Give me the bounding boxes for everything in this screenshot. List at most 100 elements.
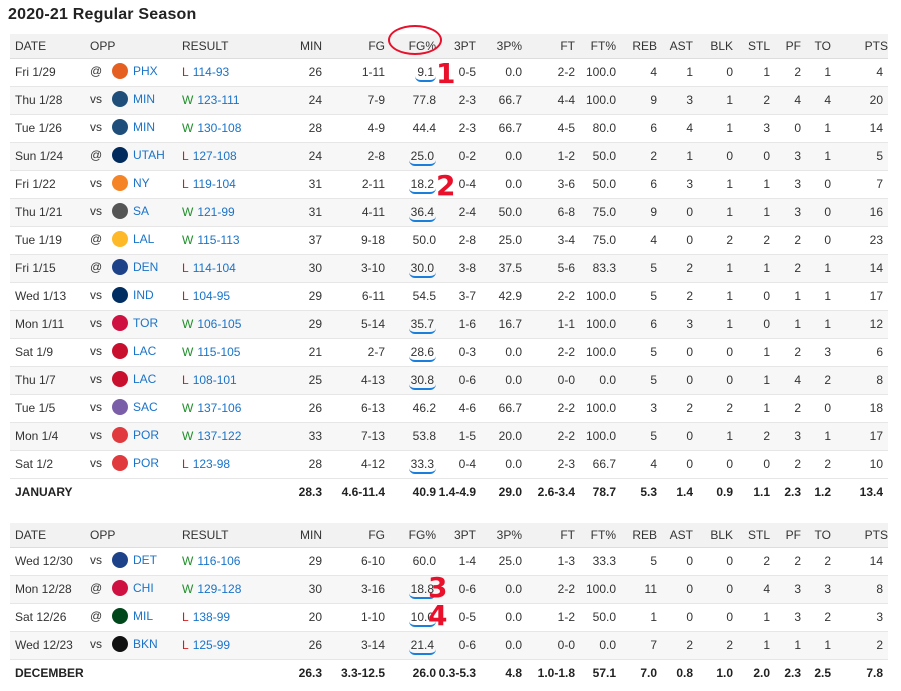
game-score-link[interactable]: 114-93 [192,65,230,79]
stat-ft: 3-4 [522,226,575,255]
game-score-link[interactable]: 106-105 [197,317,242,331]
opponent-team-link[interactable]: LAC [133,344,157,359]
game-score-link[interactable]: 130-108 [197,121,242,135]
home-away-indicator: vs [90,204,102,219]
stat-ft: 5-6 [522,254,575,283]
stat-stl: 1 [733,394,770,423]
stat-stl: 0 [733,142,770,171]
blazers-logo [112,455,128,471]
annotation-number-3: 3 [428,571,448,604]
stat-fg: 6-13 [322,394,385,423]
stat-stl: 1 [733,58,770,87]
stat-fg-pct: 53.8 [385,422,436,451]
stat-pts: 8 [831,575,888,604]
avg-pf: 2.3 [784,485,801,500]
stat-3pt: 2-3 [436,86,476,115]
game-score-link[interactable]: 121-99 [197,205,235,219]
opponent-team-link[interactable]: NY [133,176,150,191]
game-score-link[interactable]: 138-99 [192,610,231,624]
stat-to: 0 [801,198,831,227]
game-row: Sat 1/2 vs POR L 123-98 28 4-12 33.3 0-4 0.0 2-3 66… [10,450,888,479]
col-header-ast: AST [657,34,693,59]
opponent-team-link[interactable]: MIN [133,120,155,135]
stat-to: 3 [801,575,831,604]
stat-min: 29 [284,547,322,576]
stat-min: 26 [284,394,322,423]
stat-min: 37 [284,226,322,255]
game-score-link[interactable]: 127-108 [192,149,237,163]
opponent-team-link[interactable]: LAC [133,372,157,387]
avg-blk: 0.9 [716,485,733,500]
opponent-team-link[interactable]: CHI [133,581,154,596]
stat-reb: 5 [616,254,657,283]
clippers-logo [112,371,128,387]
stat-min: 31 [284,198,322,227]
stat-ft-pct: 100.0 [575,58,616,87]
opponent-team-link[interactable]: SA [133,204,150,219]
game-score-link[interactable]: 108-101 [192,373,237,387]
kings-logo [112,399,128,415]
col-header-result: RESULT [182,523,284,548]
game-score-link[interactable]: 129-128 [197,582,242,596]
game-score-link[interactable]: 137-122 [197,429,242,443]
avg-stl: 2.0 [753,666,770,681]
game-score-link[interactable]: 114-104 [192,261,236,275]
opponent-team-link[interactable]: LAL [133,232,155,247]
stat-reb: 1 [616,603,657,632]
opponent-cell: @ PHX [90,58,182,87]
opponent-team-link[interactable]: DET [133,553,157,568]
game-date: Sun 1/24 [10,142,90,171]
opponent-team-link[interactable]: IND [133,288,154,303]
game-score-link[interactable]: 104-95 [192,289,231,303]
stat-pf: 4 [770,366,801,395]
avg-ast: 0.8 [676,666,693,681]
opponent-team-link[interactable]: DEN [133,260,159,275]
stat-pf: 3 [770,603,801,632]
game-score-link[interactable]: 125-99 [192,638,231,652]
opponent-team-link[interactable]: UTAH [133,148,165,163]
game-score-link[interactable]: 119-104 [192,177,236,191]
win-loss-indicator: L [182,610,189,624]
game-score-link[interactable]: 123-98 [192,457,231,471]
opponent-team-link[interactable]: MIN [133,92,155,107]
col-header-blk: BLK [693,523,733,548]
stat-blk: 0 [693,58,733,87]
stat-pf: 1 [770,310,801,339]
stat-to: 2 [801,547,831,576]
stat-fg: 1-11 [322,58,385,87]
opponent-team-link[interactable]: SAC [133,400,158,415]
game-score-link[interactable]: 123-111 [197,93,240,107]
game-score-link[interactable]: 115-113 [197,233,240,247]
stat-reb: 5 [616,547,657,576]
game-row: Tue 1/19 @ LAL W 115-113 37 9-18 50.0 2-8 25.0 3-4… [10,226,888,255]
stat-ft: 1-2 [522,142,575,171]
result-cell: L 104-95 [182,282,284,311]
game-score-link[interactable]: 116-106 [197,554,241,568]
stat-stl: 2 [733,422,770,451]
home-away-indicator: vs [90,288,102,303]
stat-fg: 6-10 [322,547,385,576]
home-away-indicator: @ [90,609,103,624]
stat-ft: 1-3 [522,547,575,576]
stat-blk: 1 [693,254,733,283]
col-header-to: TO [801,523,831,548]
game-score-link[interactable]: 115-105 [197,345,241,359]
opponent-team-link[interactable]: BKN [133,637,158,652]
spurs-logo [112,203,128,219]
home-away-indicator: vs [90,456,102,471]
win-loss-indicator: W [182,121,194,135]
game-score-link[interactable]: 137-106 [197,401,242,415]
col-header-min: MIN [284,523,322,548]
opponent-team-link[interactable]: POR [133,456,160,471]
stat-3p-pct: 0.0 [476,142,522,171]
stat-stl: 2 [733,226,770,255]
opponent-team-link[interactable]: TOR [133,316,159,331]
stat-blk: 1 [693,170,733,199]
underlined-value: 28.6 [408,345,436,362]
opponent-team-link[interactable]: POR [133,428,160,443]
win-loss-indicator: W [182,582,194,596]
opponent-team-link[interactable]: MIL [133,609,154,624]
stat-ast: 0 [657,422,693,451]
stat-fg: 5-14 [322,310,385,339]
opponent-team-link[interactable]: PHX [133,64,158,79]
